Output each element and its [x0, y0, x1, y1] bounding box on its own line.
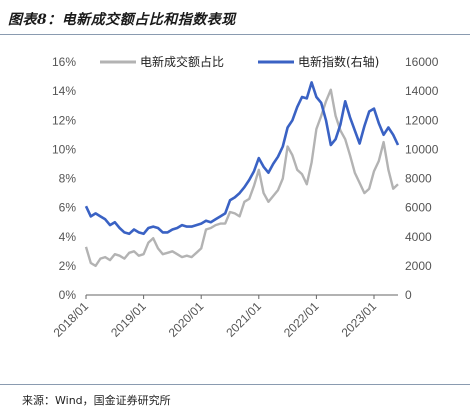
x-tick-label: 2020/01 [166, 299, 207, 340]
y-right-tick-label: 6000 [405, 201, 432, 215]
legend-label-share: 电新成交额占比 [140, 54, 224, 69]
y-right-tick-label: 4000 [405, 230, 432, 244]
y-left-tick-label: 14% [52, 84, 76, 98]
y-right-tick-label: 0 [405, 288, 412, 302]
y-right-tick-label: 2000 [405, 259, 432, 273]
x-tick-label: 2021/01 [223, 299, 264, 340]
series-line-share [84, 88, 399, 268]
y-left-tick-label: 4% [59, 230, 77, 244]
chart: 0% 2% 4% 6% 8% 10% 12% 14% 16% 0 2000 4000 6000 8000 1… [51, 54, 439, 340]
y-left-tick-label: 10% [52, 142, 76, 156]
y-left-tick-label: 6% [59, 201, 77, 215]
series-line-index [84, 81, 400, 236]
footer-divider [0, 384, 470, 385]
y-left-tick-label: 12% [52, 113, 76, 127]
x-tick-label: 2023/01 [339, 299, 380, 340]
x-tick-label: 2022/01 [281, 299, 322, 340]
y-right-tick-label: 16000 [405, 55, 439, 69]
y-left-tick-label: 0% [59, 288, 77, 302]
title-divider [0, 34, 470, 35]
y-right-tick-label: 10000 [405, 142, 439, 156]
y-right-tick-label: 14000 [405, 84, 439, 98]
page-title: 图表8：电新成交额占比和指数表现 [8, 12, 236, 28]
legend-label-index: 电新指数(右轴) [298, 54, 379, 69]
y-right-tick-label: 8000 [405, 172, 432, 186]
y-left-tick-label: 8% [59, 172, 77, 186]
x-tick-label: 2019/01 [108, 299, 149, 340]
y-left-tick-label: 2% [59, 259, 77, 273]
y-left-tick-label: 16% [52, 55, 76, 69]
x-tick-label: 2018/01 [51, 299, 92, 340]
source-note: 来源：Wind，国金证券研究所 [22, 394, 171, 407]
y-right-tick-label: 12000 [405, 113, 439, 127]
